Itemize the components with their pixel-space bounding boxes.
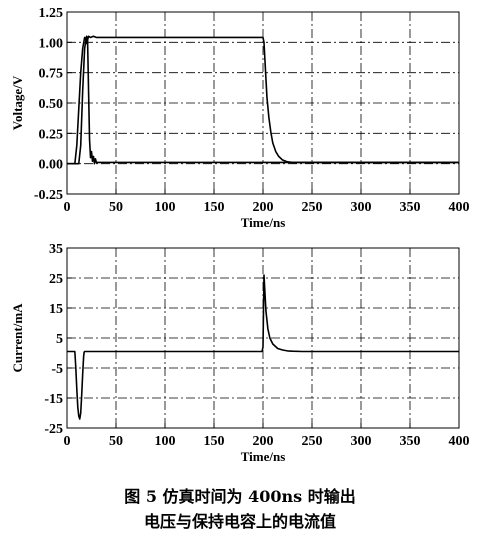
voltage-y-axis-label: Voltage/V <box>10 75 25 130</box>
voltage-series-line <box>67 35 459 165</box>
voltage-chart: 0 50 100 150 200 250 300 350 400 -0.25 0.00 0.25 0.5… <box>10 6 470 230</box>
voltage-series-group <box>67 35 459 165</box>
voltage-y-tick-label: 0.50 <box>39 97 64 112</box>
current-y-axis-label: Current/mA <box>10 303 25 373</box>
current-ticks: 0 50 100 150 200 250 300 350 400 -25 -15 -5 5 15 25 35 <box>44 242 469 449</box>
voltage-x-tick-label: 100 <box>155 200 176 215</box>
voltage-y-tick-label: 0.25 <box>39 127 64 142</box>
current-x-tick-label: 200 <box>253 434 274 449</box>
current-x-tick-label: 50 <box>109 434 123 449</box>
voltage-y-tick-label: 0.75 <box>39 67 64 82</box>
current-x-tick-label: 250 <box>302 434 323 449</box>
voltage-x-axis-label: Time/ns <box>241 215 286 230</box>
voltage-grid <box>67 12 459 194</box>
current-x-tick-label: 0 <box>64 434 71 449</box>
voltage-x-tick-label: 150 <box>204 200 225 215</box>
voltage-x-tick-label: 400 <box>449 200 470 215</box>
current-x-tick-label: 150 <box>204 434 225 449</box>
voltage-series-line <box>67 35 459 165</box>
voltage-x-tick-label: 0 <box>64 200 71 215</box>
current-y-tick-label: 25 <box>49 272 63 287</box>
voltage-ticks: 0 50 100 150 200 250 300 350 400 -0.25 0.00 0.25 0.5… <box>34 6 470 215</box>
current-x-tick-label: 400 <box>449 434 470 449</box>
current-x-tick-label: 300 <box>351 434 372 449</box>
current-series-line <box>67 274 459 420</box>
voltage-x-tick-label: 50 <box>109 200 123 215</box>
current-y-tick-label: -25 <box>44 422 63 437</box>
current-y-tick-label: 35 <box>49 242 63 257</box>
voltage-x-tick-label: 300 <box>351 200 372 215</box>
current-x-tick-label: 100 <box>155 434 176 449</box>
voltage-x-tick-label: 350 <box>400 200 421 215</box>
voltage-x-tick-label: 250 <box>302 200 323 215</box>
current-x-tick-label: 350 <box>400 434 421 449</box>
voltage-y-tick-label: 0.00 <box>39 158 64 173</box>
current-y-tick-label: 15 <box>49 302 63 317</box>
current-x-axis-label: Time/ns <box>241 449 286 464</box>
figure-caption-line-2: 电压与保持电容上的电流值 <box>143 512 336 531</box>
current-y-tick-label: -5 <box>51 362 63 377</box>
voltage-y-tick-label: 1.25 <box>39 6 64 21</box>
voltage-y-tick-label: 1.00 <box>39 36 64 51</box>
current-series-group <box>67 274 459 420</box>
figure-caption-line-1: 图 5 仿真时间为 400ns 时输出 <box>124 487 356 506</box>
current-y-tick-label: -15 <box>44 392 63 407</box>
current-y-tick-label: 5 <box>56 332 63 347</box>
current-chart: 0 50 100 150 200 250 300 350 400-25-15-55152535 … <box>10 242 470 464</box>
voltage-x-tick-label: 200 <box>253 200 274 215</box>
voltage-y-tick-label: -0.25 <box>34 188 63 203</box>
